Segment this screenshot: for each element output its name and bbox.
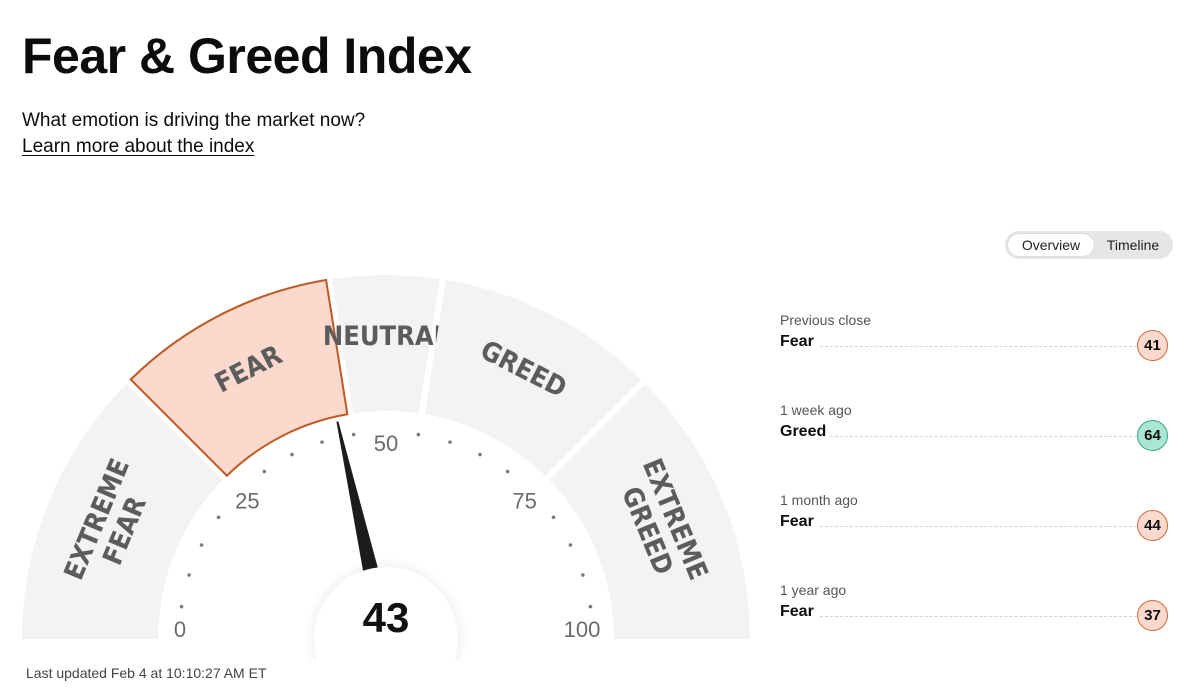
gauge-segment-extreme-greed (549, 383, 750, 639)
history-value-badge: 37 (1137, 600, 1168, 631)
gauge-tick-dot (199, 543, 204, 547)
gauge-tick-dot (448, 440, 452, 444)
gauge-segment-neutral (332, 275, 440, 414)
gauge-tick-dot (179, 604, 184, 609)
history-period: 1 year ago (780, 582, 847, 598)
gauge-tick-dot (290, 452, 294, 457)
view-toggle: Overview Timeline (1005, 231, 1173, 259)
gauge-tick-dot (568, 543, 573, 547)
history-rating: Greed (780, 422, 831, 442)
last-updated-text: Last updated Feb 4 at 10:10:27 AM ET (26, 665, 267, 681)
gauge-value: 43 (363, 594, 410, 641)
gauge-tick-dot (416, 432, 421, 437)
gauge-tick-label: 50 (374, 431, 398, 456)
history-item-1-year-ago: 1 year ago Fear 37 (780, 582, 1172, 632)
dashed-divider (780, 616, 1152, 617)
timeline-toggle-button[interactable]: Timeline (1106, 237, 1160, 253)
history-value-badge: 44 (1137, 510, 1168, 541)
gauge-tick-dot (551, 515, 556, 520)
gauge-tick-dot (505, 469, 510, 474)
gauge-hub (314, 567, 458, 660)
overview-toggle-button[interactable]: Overview (1008, 234, 1094, 256)
gauge-needle (336, 421, 378, 572)
dashed-divider (780, 346, 1152, 347)
gauge-tick-dot (588, 604, 593, 609)
history-item-1-week-ago: 1 week ago Greed 64 (780, 402, 1172, 452)
history-value-badge: 41 (1137, 330, 1168, 361)
history-item-previous-close: Previous close Fear 41 (780, 312, 1172, 362)
page-title: Fear & Greed Index (22, 28, 472, 84)
history-item-1-month-ago: 1 month ago Fear 44 (780, 492, 1172, 542)
gauge-tick-label: 75 (512, 488, 536, 513)
dashed-divider (780, 436, 1152, 437)
history-rating: Fear (780, 602, 818, 622)
page-subtitle: What emotion is driving the market now? (22, 110, 366, 131)
gauge-tick-label: 25 (235, 488, 259, 513)
gauge-tick-dot (478, 452, 482, 457)
dashed-divider (780, 526, 1152, 527)
gauge-tick-dot (351, 432, 356, 437)
gauge-segment-fear (129, 278, 349, 478)
gauge-tick-dot (320, 440, 324, 444)
gauge-tick-label: 100 (564, 617, 601, 642)
gauge-tick-dot (581, 573, 585, 577)
history-rating: Fear (780, 512, 818, 532)
learn-more-link[interactable]: Learn more about the index (22, 136, 255, 157)
history-period: Previous close (780, 312, 872, 328)
history-period: 1 week ago (780, 402, 852, 418)
history-rating: Fear (780, 332, 818, 352)
gauge-tick-dot (216, 515, 221, 520)
gauge-segment-label: NEUTRAL (323, 321, 449, 352)
gauge-segment-greed (424, 279, 642, 476)
history-value-badge: 64 (1137, 420, 1168, 451)
gauge-tick-dot (262, 469, 267, 474)
history-period: 1 month ago (780, 492, 858, 508)
gauge-tick-dot (187, 573, 191, 577)
gauge-segment-extreme-fear (22, 383, 223, 639)
gauge-tick-label: 0 (174, 617, 186, 642)
